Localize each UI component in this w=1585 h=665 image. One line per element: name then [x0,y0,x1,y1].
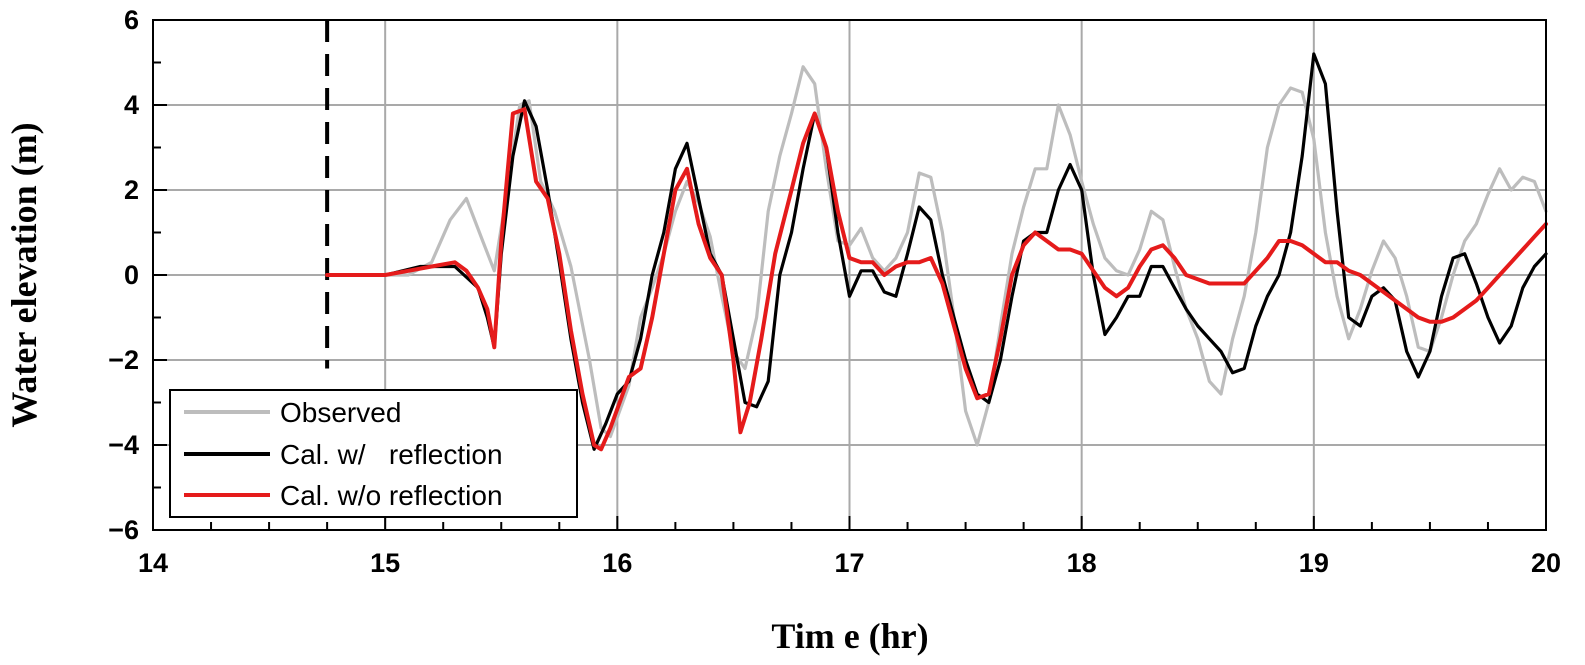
legend-label-with-reflection: Cal. w/ reflection [280,439,503,470]
plot-frame [152,19,1547,531]
legend-label-without-reflection: Cal. w/o reflection [280,480,503,511]
y-tick-labels: −6 −4 −2 0 2 4 6 [108,5,139,545]
x-tick-label: 17 [834,548,864,578]
x-tick-label: 19 [1299,548,1329,578]
y-tick-label: 0 [124,260,139,290]
x-tick-label: 14 [138,548,168,578]
x-tick-labels: 14 15 16 17 18 19 20 [138,548,1561,578]
data-series [325,52,1548,452]
y-tick-label: −4 [108,430,139,460]
x-axis-title: Tim e (hr) [771,616,928,656]
x-tick-label: 15 [370,548,400,578]
legend: Observed Cal. w/ reflection Cal. w/o ref… [169,389,578,518]
y-axis-title: Water elevation (m) [4,122,44,427]
y-tick-label: 2 [124,175,139,205]
y-tick-label: −6 [108,515,139,545]
y-tick-label: 4 [124,90,139,120]
y-tick-label: 6 [124,5,139,35]
x-tick-label: 18 [1067,548,1097,578]
x-tick-label: 16 [602,548,632,578]
series-line-without-reflection [325,107,1548,452]
legend-label-observed: Observed [280,397,401,428]
x-tick-label: 20 [1531,548,1561,578]
y-tick-label: −2 [108,345,139,375]
